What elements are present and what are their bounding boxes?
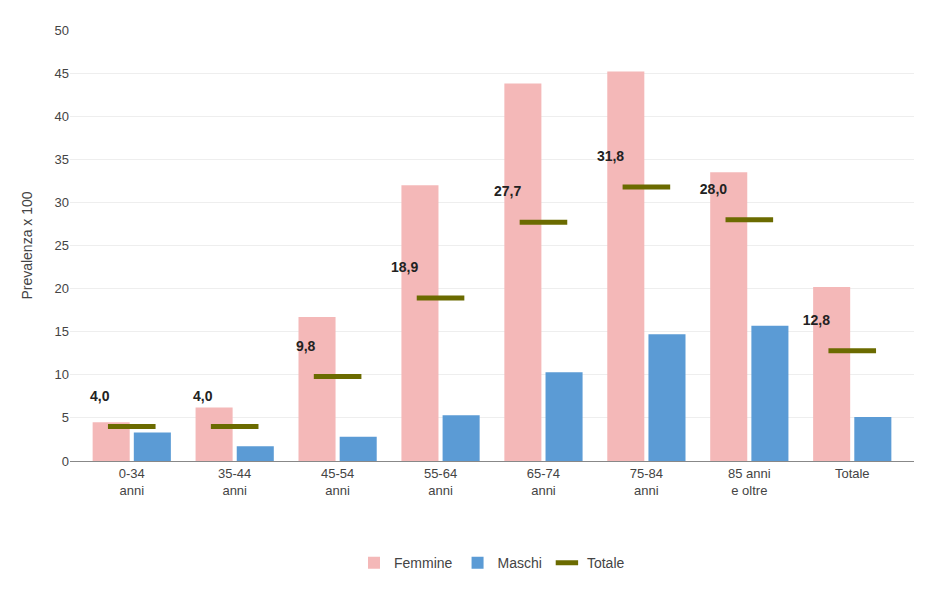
svg-text:Totale: Totale bbox=[835, 466, 870, 481]
svg-text:4,0: 4,0 bbox=[90, 388, 110, 404]
svg-text:5: 5 bbox=[62, 410, 69, 425]
svg-text:55-64anni: 55-64anni bbox=[424, 466, 457, 498]
svg-text:31,8: 31,8 bbox=[597, 148, 624, 164]
svg-text:45: 45 bbox=[55, 66, 69, 81]
svg-text:9,8: 9,8 bbox=[296, 338, 316, 354]
svg-text:25: 25 bbox=[55, 238, 69, 253]
svg-text:0: 0 bbox=[62, 454, 69, 469]
svg-text:35: 35 bbox=[55, 152, 69, 167]
svg-text:Femmine: Femmine bbox=[394, 555, 453, 571]
svg-text:15: 15 bbox=[55, 324, 69, 339]
svg-text:50: 50 bbox=[55, 23, 69, 38]
svg-text:40: 40 bbox=[55, 109, 69, 124]
svg-text:27,7: 27,7 bbox=[494, 183, 521, 199]
svg-text:10: 10 bbox=[55, 367, 69, 382]
svg-text:45-54anni: 45-54anni bbox=[321, 466, 354, 498]
svg-text:4,0: 4,0 bbox=[193, 388, 213, 404]
svg-text:85 annie oltre: 85 annie oltre bbox=[728, 466, 771, 498]
svg-text:Totale: Totale bbox=[587, 555, 625, 571]
svg-text:20: 20 bbox=[55, 281, 69, 296]
svg-text:65-74anni: 65-74anni bbox=[527, 466, 560, 498]
svg-text:35-44anni: 35-44anni bbox=[218, 466, 251, 498]
svg-text:30: 30 bbox=[55, 195, 69, 210]
svg-text:18,9: 18,9 bbox=[391, 259, 418, 275]
svg-text:75-84anni: 75-84anni bbox=[630, 466, 663, 498]
svg-text:28,0: 28,0 bbox=[700, 181, 727, 197]
svg-text:0-34anni: 0-34anni bbox=[119, 466, 145, 498]
svg-text:Prevalenza x 100: Prevalenza x 100 bbox=[19, 191, 35, 299]
svg-text:Maschi: Maschi bbox=[498, 555, 542, 571]
svg-text:12,8: 12,8 bbox=[803, 312, 830, 328]
